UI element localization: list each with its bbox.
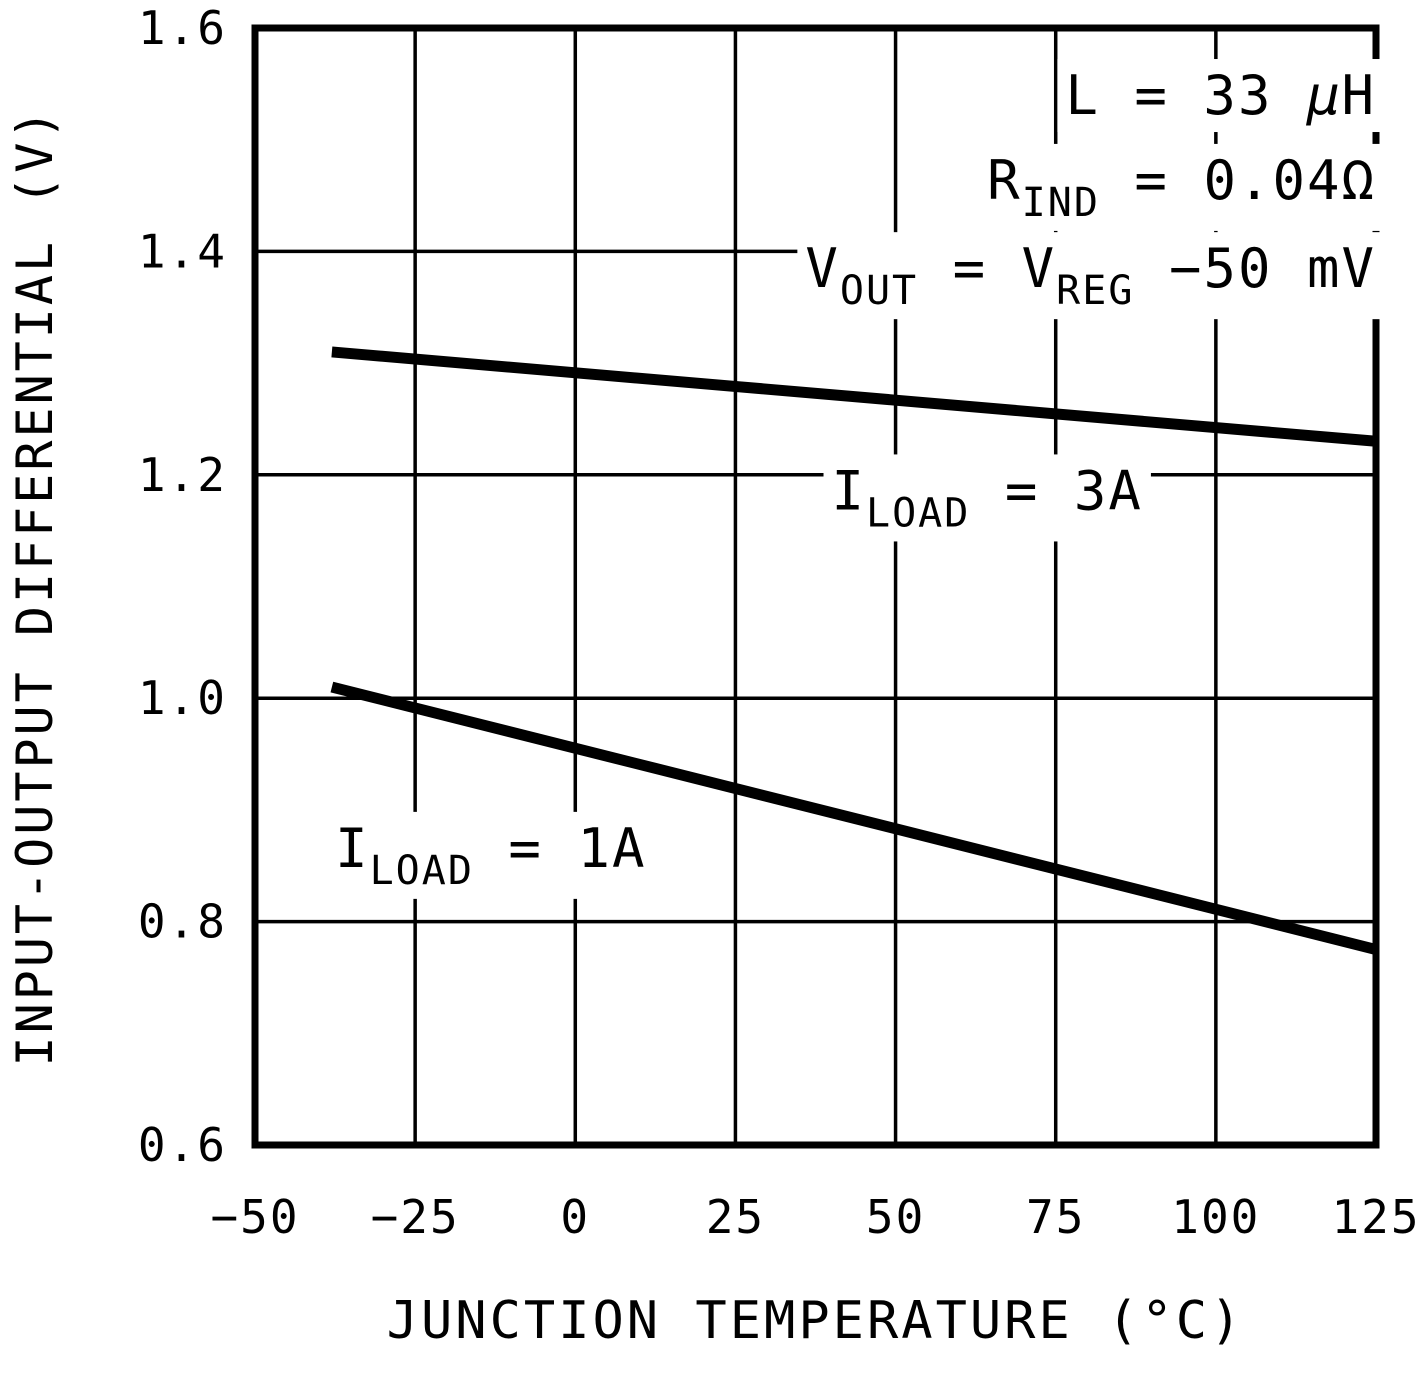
y-tick-label: 0.6 — [138, 1118, 227, 1172]
series-line-iload-3a — [331, 346, 1377, 447]
annotation-rind: RIND = 0.04Ω — [987, 149, 1376, 226]
x-tick-label: 100 — [1171, 1190, 1260, 1244]
y-tick-label: 1.2 — [138, 448, 227, 502]
x-tick-label: 75 — [1026, 1190, 1085, 1244]
series-label-iload-1a: ILOAD = 1A — [335, 817, 646, 894]
y-tick-label: 1.4 — [138, 224, 227, 278]
annotation-rind-halo — [979, 143, 1384, 231]
series-label-iload-3a: ILOAD = 3A — [832, 459, 1143, 536]
x-tick-label: −50 — [210, 1190, 299, 1244]
x-tick-label: 0 — [560, 1190, 590, 1244]
series-label-iload-1a-halo — [327, 811, 655, 899]
annotation-inductance-halo — [1057, 59, 1384, 133]
series-label-iload-3a-halo — [823, 454, 1151, 542]
y-axis-title: INPUT-OUTPUT DIFFERENTIAL (V) — [6, 107, 64, 1067]
x-tick-label: 25 — [706, 1190, 765, 1244]
x-axis-title: JUNCTION TEMPERATURE (°C) — [387, 1291, 1245, 1351]
plot-border — [251, 24, 1380, 1149]
x-tick-label: 50 — [866, 1190, 925, 1244]
y-tick-label: 0.8 — [138, 895, 227, 949]
annotation-vout: VOUT = VREG −50 mV — [805, 237, 1376, 314]
annotation-vout-halo — [797, 232, 1384, 320]
y-tick-label: 1.6 — [138, 1, 227, 55]
x-tick-label: −25 — [371, 1190, 460, 1244]
series-line-iload-1a — [330, 681, 1378, 955]
x-tick-label: 125 — [1331, 1190, 1420, 1244]
y-tick-label: 1.0 — [138, 671, 227, 725]
annotation-inductance: L = 33 µH — [1065, 64, 1376, 127]
